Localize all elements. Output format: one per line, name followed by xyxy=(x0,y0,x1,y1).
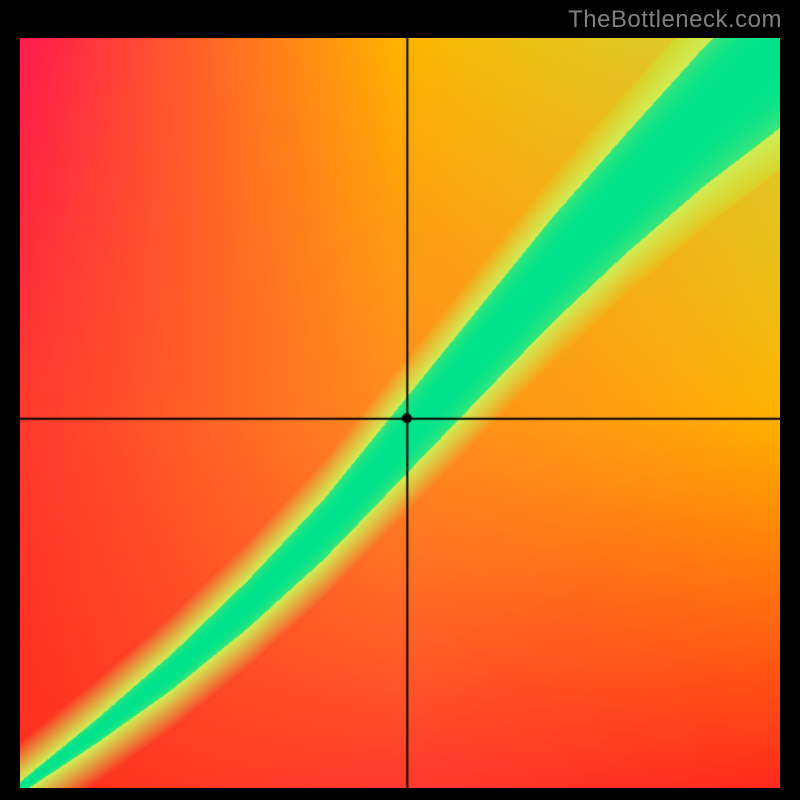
watermark-text: TheBottleneck.com xyxy=(568,6,782,34)
bottleneck-heatmap xyxy=(20,38,780,788)
figure-container: TheBottleneck.com xyxy=(0,0,800,800)
